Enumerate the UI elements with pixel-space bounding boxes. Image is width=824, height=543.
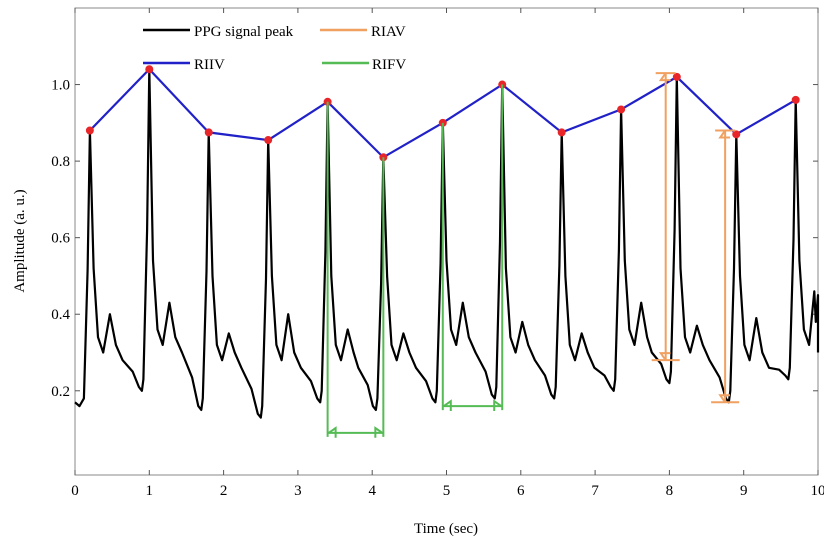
- riiv-point: [672, 72, 681, 81]
- x-tick-label: 5: [443, 483, 451, 499]
- riiv-point: [732, 130, 741, 139]
- arrow-head: [718, 129, 731, 139]
- x-tick-label: 1: [146, 483, 154, 499]
- arrow-head: [443, 399, 452, 411]
- y-tick-label: 0.4: [51, 307, 70, 323]
- x-tick-label: 7: [591, 483, 599, 499]
- riiv-point: [557, 128, 566, 137]
- y-tick-label: 0.2: [51, 384, 70, 400]
- x-axis: 0 1 2 3 4 5 6 7 8 9 10: [71, 8, 824, 499]
- x-tick-label: 6: [517, 483, 525, 499]
- riiv-point: [617, 105, 626, 114]
- x-tick-label: 2: [220, 483, 228, 499]
- legend-label-riav: RIAV: [371, 24, 406, 40]
- y-tick-label: 1.0: [51, 78, 70, 94]
- annotations: [326, 72, 740, 438]
- x-tick-label: 3: [294, 483, 302, 499]
- riiv-point: [204, 128, 213, 137]
- x-tick-label: 10: [811, 483, 824, 499]
- arrow-head: [658, 72, 671, 82]
- x-tick-label: 0: [71, 483, 79, 499]
- x-tick-label: 4: [368, 483, 376, 499]
- legend: PPG signal peak RIIV RIAV RIFV: [143, 24, 406, 73]
- y-axis: 0.2 0.4 0.6 0.8 1.0: [51, 78, 818, 400]
- arrow-head: [328, 426, 337, 438]
- legend-label-rifv: RIFV: [372, 57, 406, 73]
- riiv-point: [85, 126, 94, 135]
- riiv-point: [264, 136, 273, 145]
- x-tick-label: 9: [740, 483, 748, 499]
- arrow-head: [658, 352, 671, 361]
- legend-label-riiv: RIIV: [194, 57, 225, 73]
- riiv-point: [791, 95, 800, 104]
- arrow-head: [718, 394, 731, 403]
- ppg-signal-line: [74, 68, 820, 419]
- legend-label-ppg: PPG signal peak: [194, 24, 294, 40]
- x-tick-label: 8: [666, 483, 674, 499]
- y-axis-title: Amplitude (a. u.): [12, 189, 28, 292]
- arrow-head: [374, 426, 383, 438]
- y-tick-label: 0.6: [51, 231, 70, 247]
- x-axis-title: Time (sec): [414, 521, 478, 537]
- riiv-point: [145, 65, 154, 74]
- y-tick-label: 0.8: [51, 154, 70, 170]
- arrow-head: [493, 399, 502, 411]
